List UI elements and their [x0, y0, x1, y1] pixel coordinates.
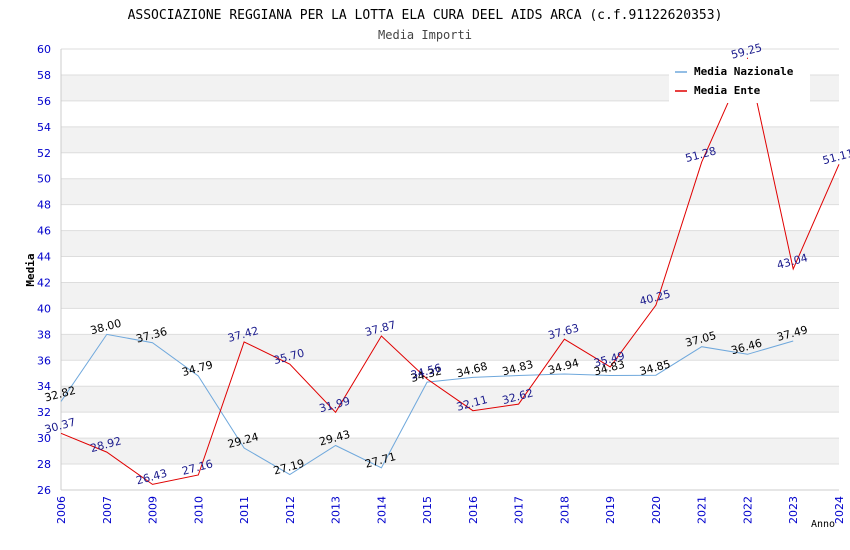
y-tick-label: 52 [37, 147, 51, 160]
grid-band [61, 126, 839, 153]
x-axis-label: Anno [811, 519, 835, 530]
x-tick-label: 2018 [558, 496, 571, 524]
chart-title: ASSOCIAZIONE REGGIANA PER LA LOTTA ELA C… [128, 8, 723, 23]
x-tick-label: 2009 [147, 496, 160, 524]
y-tick-label: 36 [37, 354, 51, 367]
x-tick-label: 2013 [330, 496, 343, 524]
y-tick-label: 58 [37, 69, 51, 82]
y-tick-label: 60 [37, 43, 51, 56]
legend-box [669, 59, 810, 103]
x-tick-label: 2007 [101, 496, 114, 524]
legend-label: Media Nazionale [694, 65, 794, 78]
x-tick-label: 2016 [467, 496, 480, 524]
legend-label: Media Ente [694, 84, 761, 97]
axes [60, 49, 839, 491]
y-tick-label: 32 [37, 406, 51, 419]
x-tick-label: 2019 [604, 496, 617, 524]
y-tick-labels: 26 28 30 32 34 36 38 40 42 44 46 48 50 52 54 56 58 60 [37, 43, 51, 497]
x-tick-label: 2010 [192, 496, 205, 524]
y-tick-label: 48 [37, 199, 51, 212]
y-tick-label: 26 [37, 484, 51, 497]
y-axis-label: Media [24, 253, 37, 286]
grid-band [61, 386, 839, 413]
grid-band [61, 334, 839, 361]
chart-subtitle: Media Importi [378, 28, 472, 42]
x-tick-label: 2012 [284, 496, 297, 524]
y-tick-label: 28 [37, 458, 51, 471]
y-tick-label: 44 [37, 251, 51, 264]
grid-bands [61, 74, 839, 465]
y-tick-label: 40 [37, 302, 51, 315]
legend: Media Nazionale Media Ente [669, 59, 810, 103]
y-tick-label: 54 [37, 121, 51, 134]
y-tick-label: 56 [37, 95, 51, 108]
y-tick-label: 42 [37, 276, 51, 289]
data-label: 59.25 [730, 41, 764, 62]
grid-band [61, 438, 839, 465]
y-tick-label: 30 [37, 432, 51, 445]
x-tick-label: 2021 [696, 496, 709, 524]
y-tick-label: 34 [37, 380, 51, 393]
x-tick-label: 2017 [513, 496, 526, 524]
x-tick-label: 2006 [55, 496, 68, 524]
x-tick-labels: 2006 2007 2009 2010 2011 2012 2013 2014 2015 2016… [55, 496, 846, 524]
y-tick-label: 38 [37, 328, 51, 341]
series-lines [60, 57, 840, 485]
x-tick-label: 2024 [833, 496, 846, 524]
y-tick-label: 46 [37, 225, 51, 238]
x-tick-label: 2011 [238, 496, 251, 524]
x-tick-label: 2023 [787, 496, 800, 524]
x-tick-label: 2015 [421, 496, 434, 524]
x-tick-label: 2014 [375, 496, 388, 524]
series-line-2 [60, 57, 840, 485]
grid-band [61, 282, 839, 309]
x-tick-label: 2020 [650, 496, 663, 524]
x-tick-label: 2022 [741, 496, 754, 524]
y-tick-label: 50 [37, 173, 51, 186]
grid-lines [61, 48, 839, 491]
grid-band [61, 230, 839, 257]
grid-band [61, 178, 839, 205]
series-line-1 [60, 333, 794, 476]
